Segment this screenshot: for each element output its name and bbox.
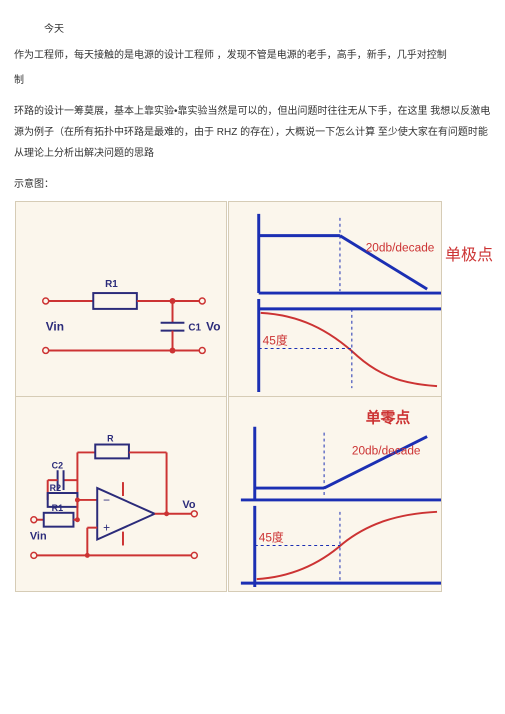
paragraph-2: 环路的设计一筹莫展，基本上靠实验•靠实验当然是可以的，但出问题时往往无从下手，在… xyxy=(14,101,491,164)
paragraph-1: 作为工程师，每天接触的是电源的设计工程师 ，发现不管是电源的老手，高手，新手，几… xyxy=(14,45,491,66)
label-phase-2: 45度 xyxy=(259,531,284,545)
svg-text:−: − xyxy=(103,493,110,507)
figure-1-annot: 单极点 xyxy=(445,241,493,265)
label2-vo: Vo xyxy=(182,499,195,511)
label-vo: Vo xyxy=(206,320,220,334)
figure-1-right: 20db/decade 45度 xyxy=(228,201,442,397)
figure-1-left: Vin R1 C1 Vo xyxy=(15,201,227,397)
label-phase-1: 45度 xyxy=(263,334,288,348)
label-slope-2: 20db/decade xyxy=(352,443,421,457)
label2-r2: R2 xyxy=(50,483,61,493)
svg-text:+: + xyxy=(103,521,110,535)
label2-r: R xyxy=(107,434,114,444)
date-label: 今天 xyxy=(44,20,491,35)
label2-vin: Vin xyxy=(30,531,47,543)
paragraph-3: 示意图： xyxy=(14,174,491,195)
paragraph-1b: 制 xyxy=(14,70,491,91)
label2-c2: C2 xyxy=(52,460,63,470)
page: 今天 作为工程师，每天接触的是电源的设计工程师 ，发现不管是电源的老手，高手，新… xyxy=(0,0,505,714)
label-slope-1: 20db/decade xyxy=(366,240,435,254)
figure-1-row: Vin R1 C1 Vo 20db/decade xyxy=(14,201,491,397)
label-vin: Vin xyxy=(46,320,64,334)
label-r1: R1 xyxy=(105,279,118,290)
figure-2-right: 单零点 20db/decade 45度 xyxy=(228,396,442,592)
figure-2-row: − + Vin xyxy=(14,396,491,592)
figure-2-annot: 单零点 xyxy=(366,409,411,427)
label2-r1: R1 xyxy=(52,503,63,513)
figure-2-left: − + Vin xyxy=(15,396,227,592)
label-c1: C1 xyxy=(188,323,201,334)
